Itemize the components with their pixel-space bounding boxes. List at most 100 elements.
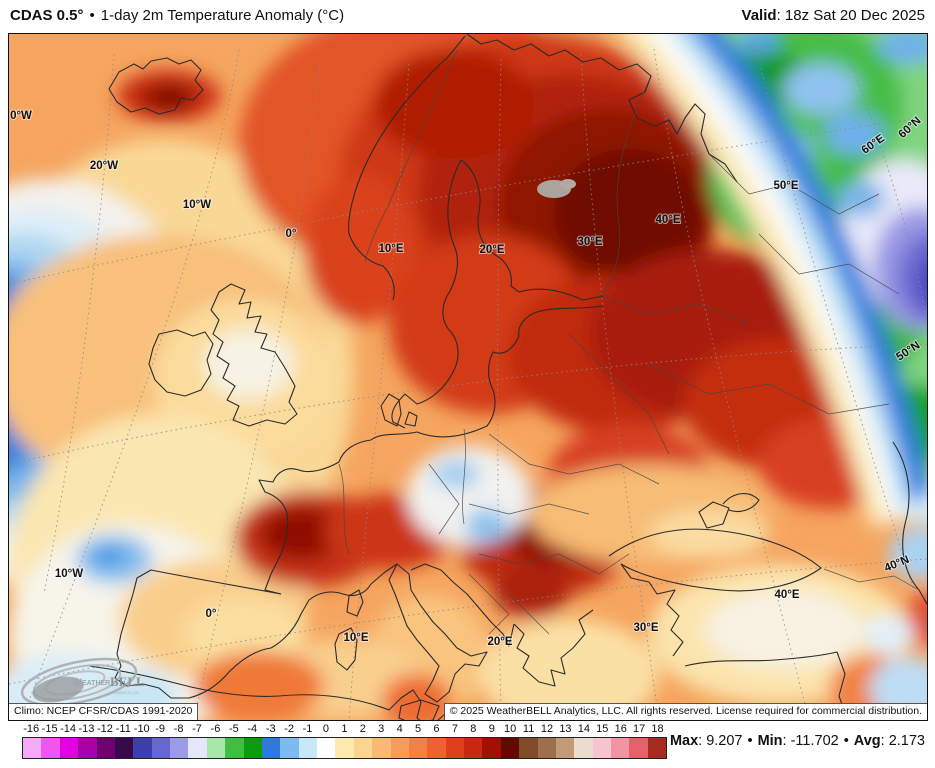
colorbar-tick: 4 — [396, 723, 403, 735]
watermark-logo: Weather BELL Analytics LLC — [20, 657, 145, 707]
graticule-label: 10°W — [183, 199, 211, 211]
colorbar-tick: 16 — [614, 723, 627, 735]
country-borders — [338, 49, 920, 635]
colorbar-cell — [464, 738, 483, 758]
max-label: Max — [669, 733, 699, 749]
colorbar-cell — [317, 738, 336, 758]
colorbar-cell — [280, 738, 299, 758]
colorbar-tick: -12 — [96, 723, 113, 735]
lake-mask — [537, 179, 576, 198]
colorbar-tick: -1 — [302, 723, 313, 735]
colorbar-tick: -9 — [155, 723, 166, 735]
colorbar-tick-labels: -16 -15 -14 -13 -12 -11 -10 -9 -8 -7 -6 -5 -4 -3 -2 -1 0… — [22, 723, 667, 736]
colorbar-cell — [445, 738, 464, 758]
field-statistics: Max: 9.207 • Min: -11.702 • Avg: 2.173 — [670, 733, 925, 749]
colorbar-cell — [59, 738, 79, 758]
graticule-label: 40°E — [774, 589, 799, 601]
colorbar-cell — [611, 738, 630, 758]
colorbar-tick: -10 — [133, 723, 150, 735]
colorbar-cell — [353, 738, 373, 758]
colorbar-tick: 6 — [433, 723, 440, 735]
colorbar-tick: -15 — [41, 723, 58, 735]
graticule-label: 10°W — [55, 568, 83, 580]
colorbar-tick: -5 — [228, 723, 239, 735]
avg-value: : 2.173 — [880, 733, 925, 749]
header-title: CDAS 0.5° • 1-day 2m Temperature Anomaly (… — [10, 7, 344, 24]
colorbar-cell — [372, 738, 391, 758]
colorbar-tick: 2 — [359, 723, 366, 735]
stats-separator-1: • — [747, 733, 753, 749]
colorbar-tick: 10 — [504, 723, 517, 735]
colorbar-tick: -13 — [78, 723, 95, 735]
min-label: Min — [757, 733, 783, 749]
colorbar-cell — [261, 738, 281, 758]
climo-attribution: Climo: NCEP CFSR/CDAS 1991-2020 — [9, 703, 199, 720]
colorbar-scale — [22, 737, 667, 759]
graticule-label: 40°E — [655, 214, 680, 226]
colorbar-cell — [151, 738, 170, 758]
colorbar-cell — [629, 738, 648, 758]
min-value: : -11.702 — [782, 733, 839, 749]
graticule-label: 0°W — [10, 110, 32, 122]
colorbar-cell — [408, 738, 428, 758]
map-canvas: 0°W 20°W 10°W 0° 10°E 20°E 30°E 40°E 50°E 60°E 60°… — [8, 33, 928, 721]
colorbar-cell — [243, 738, 262, 758]
temperature-anomaly-map: 0°W20°W10°W0°10°E 20°E30°E40°E50°E60°E60°… — [9, 34, 927, 720]
colorbar-tick: 9 — [488, 723, 495, 735]
colorbar-cell — [427, 738, 446, 758]
colorbar-cell — [390, 738, 409, 758]
product-title: 1-day 2m Temperature Anomaly (°C) — [100, 7, 345, 24]
valid-value: : 18z Sat 20 Dec 2025 — [776, 7, 925, 24]
colorbar-tick: 14 — [577, 723, 590, 735]
colorbar-cell — [519, 738, 538, 758]
colorbar-cell — [206, 738, 226, 758]
colorbar-tick: 5 — [415, 723, 422, 735]
colorbar-tick: 17 — [633, 723, 646, 735]
header: CDAS 0.5° • 1-day 2m Temperature Anomaly (… — [0, 0, 935, 33]
colorbar-cell — [537, 738, 556, 758]
graticule-label: 20°W — [90, 160, 118, 172]
stats-separator-2: • — [843, 733, 849, 749]
graticule-label: 10°E — [378, 243, 403, 255]
colorbar-tick: -8 — [173, 723, 184, 735]
colorbar-cell — [482, 738, 501, 758]
colorbar-tick: 8 — [470, 723, 477, 735]
colorbar-cell — [647, 738, 667, 758]
graticule-label: 0° — [206, 608, 217, 620]
colorbar-tick: -16 — [23, 723, 40, 735]
model-name: CDAS 0.5° — [10, 7, 84, 24]
colorbar-cell — [298, 738, 317, 758]
graticule-lines — [9, 34, 927, 720]
colorbar-tick: 13 — [559, 723, 572, 735]
colorbar-tick: 11 — [522, 723, 535, 735]
colorbar-cell — [225, 738, 244, 758]
colorbar-cell — [23, 738, 42, 758]
anomaly-field-blobs — [9, 34, 927, 720]
avg-label: Avg — [853, 733, 881, 749]
colorbar-cell — [170, 738, 189, 758]
colorbar-cell — [96, 738, 115, 758]
watermark-subtitle: Analytics LLC — [112, 690, 140, 695]
watermark-swirl-icon — [20, 657, 138, 707]
graticule-label: 0° — [286, 228, 297, 240]
graticule-label: 10°E — [343, 632, 368, 644]
colorbar-cell — [335, 738, 354, 758]
colorbar-cell — [500, 738, 520, 758]
graticule-label: 50°E — [773, 180, 798, 192]
valid-label: Valid — [741, 7, 777, 24]
colorbar-tick: 15 — [596, 723, 609, 735]
watermark-brand-bell: BELL — [110, 674, 145, 689]
graticule-label: 30°E — [633, 622, 658, 634]
colorbar-tick: -2 — [284, 723, 294, 735]
graticule-label: 20°E — [487, 636, 512, 648]
colorbar: -16 -15 -14 -13 -12 -11 -10 -9 -8 -7 -6 -5 -4 -3 -2 -1 0… — [22, 723, 667, 761]
graticule-label: 20°E — [479, 244, 504, 256]
colorbar-tick: 7 — [451, 723, 458, 735]
coastlines — [88, 34, 927, 720]
colorbar-tick: -14 — [60, 723, 76, 735]
colorbar-cell — [188, 738, 207, 758]
graticule-label: 30°E — [577, 236, 602, 248]
colorbar-tick: -3 — [265, 723, 276, 735]
colorbar-tick: 0 — [322, 723, 330, 735]
